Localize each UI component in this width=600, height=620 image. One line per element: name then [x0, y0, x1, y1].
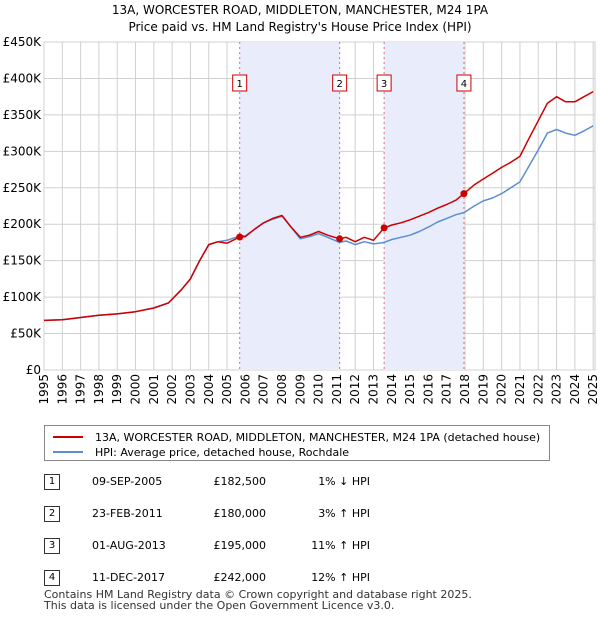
sale-label-box: [376, 74, 392, 92]
legend: 13A, WORCESTER ROAD, MIDDLETON, MANCHEST…: [44, 425, 550, 461]
x-tick-label: 1999: [110, 374, 124, 405]
y-tick-label: £350K: [3, 108, 43, 122]
x-tick-label: 2013: [367, 374, 381, 405]
footer-licence: This data is licensed under the Open Gov…: [44, 599, 395, 612]
series-lines: [43, 90, 594, 322]
sale-point: [236, 233, 244, 241]
x-tick-label: 2011: [330, 374, 344, 405]
sale-date: 11-DEC-2017: [92, 571, 166, 584]
footer-copyright: Contains HM Land Registry data © Crown c…: [44, 588, 472, 601]
series-line: [43, 90, 594, 322]
sale-hpi-diff: 12% ↑ HPI: [311, 571, 370, 584]
y-tick-label: £100K: [3, 290, 43, 304]
x-tick-label: 1995: [37, 374, 51, 405]
ownership-span: [239, 42, 340, 370]
sale-price: £242,000: [213, 571, 267, 584]
sale-markers: 1 2 3 4: [232, 74, 472, 243]
footer: Contains HM Land Registry data © Crown c…: [44, 589, 472, 611]
x-axis-labels: 1995 1996 1997 1998 1999 2000 2001 2002 2003 2004…: [37, 374, 600, 405]
sale-number-badge: 1: [44, 474, 60, 490]
x-tick-label: 2021: [513, 374, 527, 405]
x-tick-label: 2002: [165, 374, 179, 405]
sale-row: 4 11-DEC-2017 £242,000 12% ↑ HPI: [44, 570, 444, 586]
legend-item-hpi: HPI: Average price, detached house, Roch…: [53, 445, 349, 459]
y-tick-label: £150K: [3, 254, 43, 268]
sale-label-number: 4: [461, 79, 467, 90]
sale-number-badge: 3: [44, 538, 60, 554]
legend-swatch-hpi: [53, 451, 83, 453]
y-axis-labels: £0 £50K £100K £150K £200K £250K £300K £350K £400…: [3, 35, 43, 377]
x-tick-label: 2022: [531, 374, 545, 405]
sale-point: [380, 224, 388, 232]
chart-title: 13A, WORCESTER ROAD, MIDDLETON, MANCHEST…: [112, 3, 489, 17]
x-tick-label: 2020: [495, 374, 509, 405]
x-tick-label: 2012: [348, 374, 362, 405]
x-tick-label: 2009: [293, 374, 307, 405]
legend-label-property: 13A, WORCESTER ROAD, MIDDLETON, MANCHEST…: [95, 430, 541, 444]
legend-item-property: 13A, WORCESTER ROAD, MIDDLETON, MANCHEST…: [53, 430, 540, 444]
ownership-span: [384, 42, 464, 370]
sale-point: [460, 190, 468, 198]
sale-point: [336, 235, 344, 243]
sale-label-box: [456, 74, 472, 92]
x-tick-label: 2024: [568, 374, 582, 405]
sale-date: 01-AUG-2013: [92, 539, 166, 552]
sale-label-number: 1: [236, 79, 242, 90]
y-tick-label: £50K: [10, 327, 42, 341]
y-tick-label: £200K: [3, 217, 43, 231]
sale-label-number: 2: [336, 79, 342, 90]
x-tick-label: 2017: [440, 374, 454, 405]
sale-date: 09-SEP-2005: [92, 475, 163, 488]
sale-hpi-diff: 1% ↓ HPI: [318, 475, 370, 488]
x-tick-label: 2001: [147, 374, 161, 405]
x-tick-label: 2004: [202, 374, 216, 405]
x-tick-label: 2018: [458, 374, 472, 405]
chart-subtitle: Price paid vs. HM Land Registry's House …: [128, 20, 471, 34]
y-tick-label: £300K: [3, 144, 43, 158]
sale-date: 23-FEB-2011: [92, 507, 163, 520]
x-tick-label: 2015: [403, 374, 417, 405]
sale-price: £180,000: [213, 507, 267, 520]
sale-price: £182,500: [213, 475, 267, 488]
x-tick-label: 1996: [55, 374, 69, 405]
y-tick-label: £250K: [3, 181, 43, 195]
x-tick-label: 2025: [586, 374, 600, 405]
sale-number-badge: 2: [44, 506, 60, 522]
x-tick-label: 2010: [312, 374, 326, 405]
y-tick-label: £450K: [3, 35, 43, 49]
sale-hpi-diff: 11% ↑ HPI: [311, 539, 370, 552]
x-tick-label: 2023: [550, 374, 564, 405]
x-tick-label: 2016: [421, 374, 435, 405]
y-tick-label: £400K: [3, 71, 43, 85]
y-tick-label: £0: [26, 363, 41, 377]
x-tick-label: 2014: [385, 374, 399, 405]
x-tick-label: 1998: [92, 374, 106, 405]
sale-row: 2 23-FEB-2011 £180,000 3% ↑ HPI: [44, 506, 444, 522]
x-tick-label: 2007: [257, 374, 271, 405]
x-tick-label: 2000: [129, 374, 143, 405]
x-tick-label: 1997: [74, 374, 88, 405]
shaded-ownership-spans: [239, 42, 465, 370]
sale-row: 1 09-SEP-2005 £182,500 1% ↓ HPI: [44, 474, 444, 490]
sale-label-box: [232, 74, 248, 92]
x-tick-label: 2006: [238, 374, 252, 405]
sale-hpi-diff: 3% ↑ HPI: [318, 507, 370, 520]
price-chart: 13A, WORCESTER ROAD, MIDDLETON, MANCHEST…: [3, 3, 600, 405]
sale-price: £195,000: [213, 539, 267, 552]
legend-label-hpi: HPI: Average price, detached house, Roch…: [95, 445, 350, 459]
sale-label-box: [332, 74, 348, 92]
sale-row: 3 01-AUG-2013 £195,000 11% ↑ HPI: [44, 538, 444, 554]
legend-swatch-property: [53, 436, 83, 438]
sale-number-badge: 4: [44, 570, 60, 586]
sale-label-number: 3: [381, 79, 387, 90]
x-tick-label: 2003: [183, 374, 197, 405]
x-tick-label: 2005: [220, 374, 234, 405]
x-tick-label: 2019: [476, 374, 490, 405]
x-tick-label: 2008: [275, 374, 289, 405]
